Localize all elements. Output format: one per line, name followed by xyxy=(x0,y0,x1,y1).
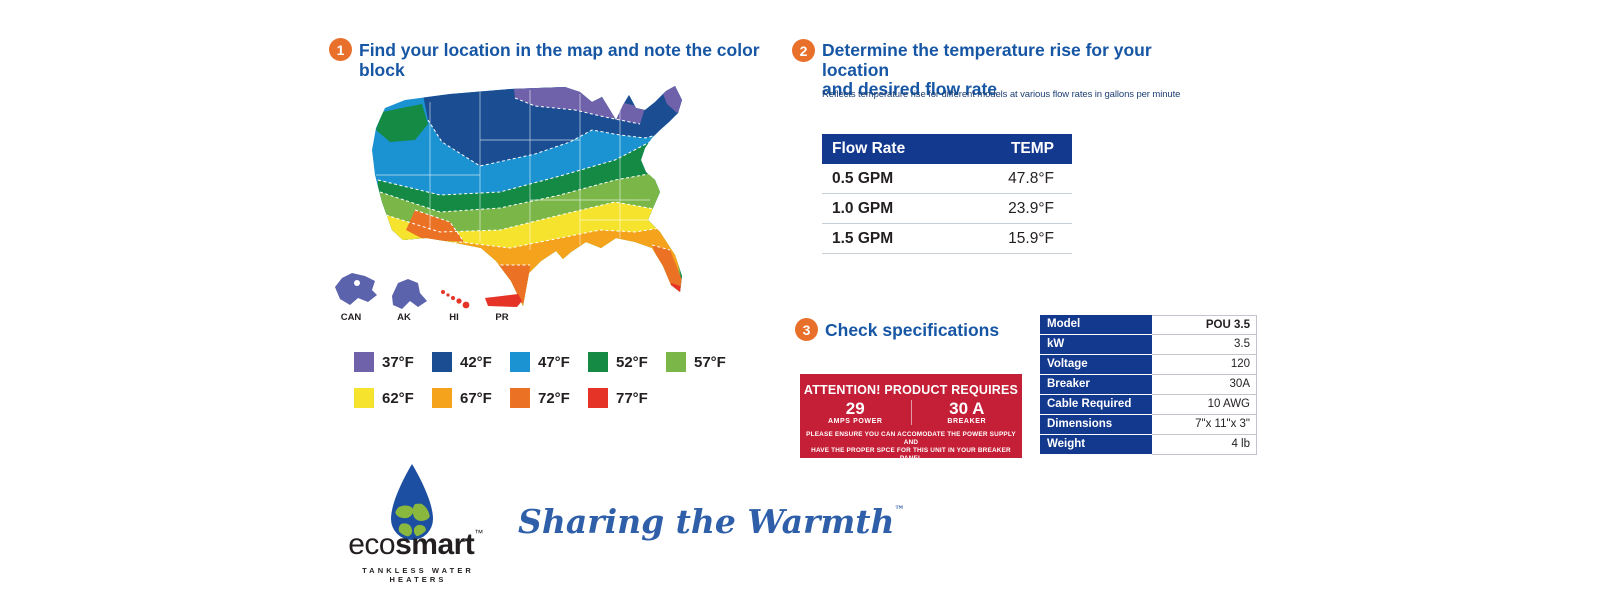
ecosmart-drop-logo-icon xyxy=(391,464,433,540)
table-row: Weight 4 lb xyxy=(1040,435,1257,455)
flow-rate-table: Flow Rate TEMP 0.5 GPM 47.8°F 1.0 GPM 23… xyxy=(822,134,1072,254)
table-row: Cable Required 10 AWG xyxy=(1040,395,1257,415)
canada-label: CAN xyxy=(341,312,362,323)
canada-inset xyxy=(335,273,377,305)
attention-values: 29 AMPS POWER 30 A BREAKER xyxy=(800,400,1022,425)
step3-title: Check specifications xyxy=(825,320,1000,340)
color-swatch-42f xyxy=(432,352,452,372)
table-row: 1.0 GPM 23.9°F xyxy=(822,194,1072,224)
color-swatch-47f xyxy=(510,352,530,372)
spec-table: Model POU 3.5 kW 3.5 Voltage 120 Breaker… xyxy=(1040,315,1257,455)
temp-header: TEMP xyxy=(1010,140,1054,157)
map-legend: 37°F 42°F 47°F 52°F 57°F 62°F xyxy=(354,352,744,408)
color-swatch-72f xyxy=(510,388,530,408)
tagline: Sharing the Warmth™ xyxy=(518,502,905,541)
step2-number: 2 xyxy=(799,42,808,59)
step3-badge: 3 xyxy=(795,318,818,341)
legend-item: 67°F xyxy=(432,388,510,408)
logo-subtext: TANKLESS WATER HEATERS xyxy=(362,566,474,584)
legend-item: 42°F xyxy=(432,352,510,372)
breaker-label: BREAKER xyxy=(947,418,987,425)
step2-subtitle: Reflects temperature rise for different … xyxy=(822,89,1181,100)
flow-table-header: Flow Rate TEMP xyxy=(822,134,1072,164)
table-row: 0.5 GPM 47.8°F xyxy=(822,164,1072,194)
puerto-rico-label: PR xyxy=(495,312,508,323)
attention-title: ATTENTION! PRODUCT REQUIRES xyxy=(803,383,1019,397)
step1-number: 1 xyxy=(336,41,345,58)
legend-item: 52°F xyxy=(588,352,666,372)
legend-item: 57°F xyxy=(666,352,744,372)
color-swatch-62f xyxy=(354,388,374,408)
puerto-rico-inset xyxy=(485,294,522,307)
step2-title-line2: and desired flow rate xyxy=(822,79,998,99)
table-row: 1.5 GPM 15.9°F xyxy=(822,224,1072,254)
step1-badge: 1 xyxy=(329,38,352,61)
us-temperature-zone-map: CAN AK HI PR xyxy=(335,86,682,323)
legend-item: 62°F xyxy=(354,388,432,408)
table-row: Voltage 120 xyxy=(1040,355,1257,375)
color-swatch-67f xyxy=(432,388,452,408)
table-row: Dimensions 7"x 11"x 3" xyxy=(1040,415,1257,435)
alaska-inset xyxy=(392,279,427,309)
hawaii-inset xyxy=(441,290,470,309)
logo-tm: ™ xyxy=(474,528,483,538)
breaker-value: 30 A xyxy=(949,399,985,418)
step3-number: 3 xyxy=(802,321,811,338)
legend-item: 77°F xyxy=(588,388,666,408)
ecosmart-wordmark: ecosmart™ xyxy=(338,528,493,562)
legend-item: 37°F xyxy=(354,352,432,372)
hawaii-label: HI xyxy=(449,312,459,323)
amps-cell: 29 AMPS POWER xyxy=(800,400,912,425)
state-borders xyxy=(376,90,660,250)
color-swatch-77f xyxy=(588,388,608,408)
tagline-tm: ™ xyxy=(894,505,905,516)
map-zones xyxy=(372,86,682,306)
step2-title-line1: Determine the temperature rise for your … xyxy=(822,40,1152,80)
flow-rate-header: Flow Rate xyxy=(832,140,906,157)
step2-title: Determine the temperature rise for your … xyxy=(822,40,1222,100)
color-swatch-52f xyxy=(588,352,608,372)
table-row: Breaker 30A xyxy=(1040,375,1257,395)
table-row: kW 3.5 xyxy=(1040,335,1257,355)
step2-badge: 2 xyxy=(792,39,815,62)
amps-value: 29 xyxy=(845,399,865,418)
logo-eco: eco xyxy=(348,528,396,561)
legend-item: 72°F xyxy=(510,388,588,408)
map-insets: CAN AK HI PR xyxy=(335,273,522,323)
breaker-cell: 30 A BREAKER xyxy=(912,399,1023,426)
color-swatch-57f xyxy=(666,352,686,372)
attention-fine-print: PLEASE ENSURE YOU CAN ACCOMODATE THE POW… xyxy=(806,431,1016,462)
step1-title: Find your location in the map and note t… xyxy=(359,40,760,80)
color-swatch-37f xyxy=(354,352,374,372)
legend-item: 47°F xyxy=(510,352,588,372)
attention-box: ATTENTION! PRODUCT REQUIRES 29 AMPS POWE… xyxy=(800,374,1022,462)
amps-label: AMPS POWER xyxy=(827,418,883,425)
table-row: Model POU 3.5 xyxy=(1040,315,1257,335)
alaska-label: AK xyxy=(397,312,411,323)
logo-smart: smart xyxy=(395,528,475,561)
